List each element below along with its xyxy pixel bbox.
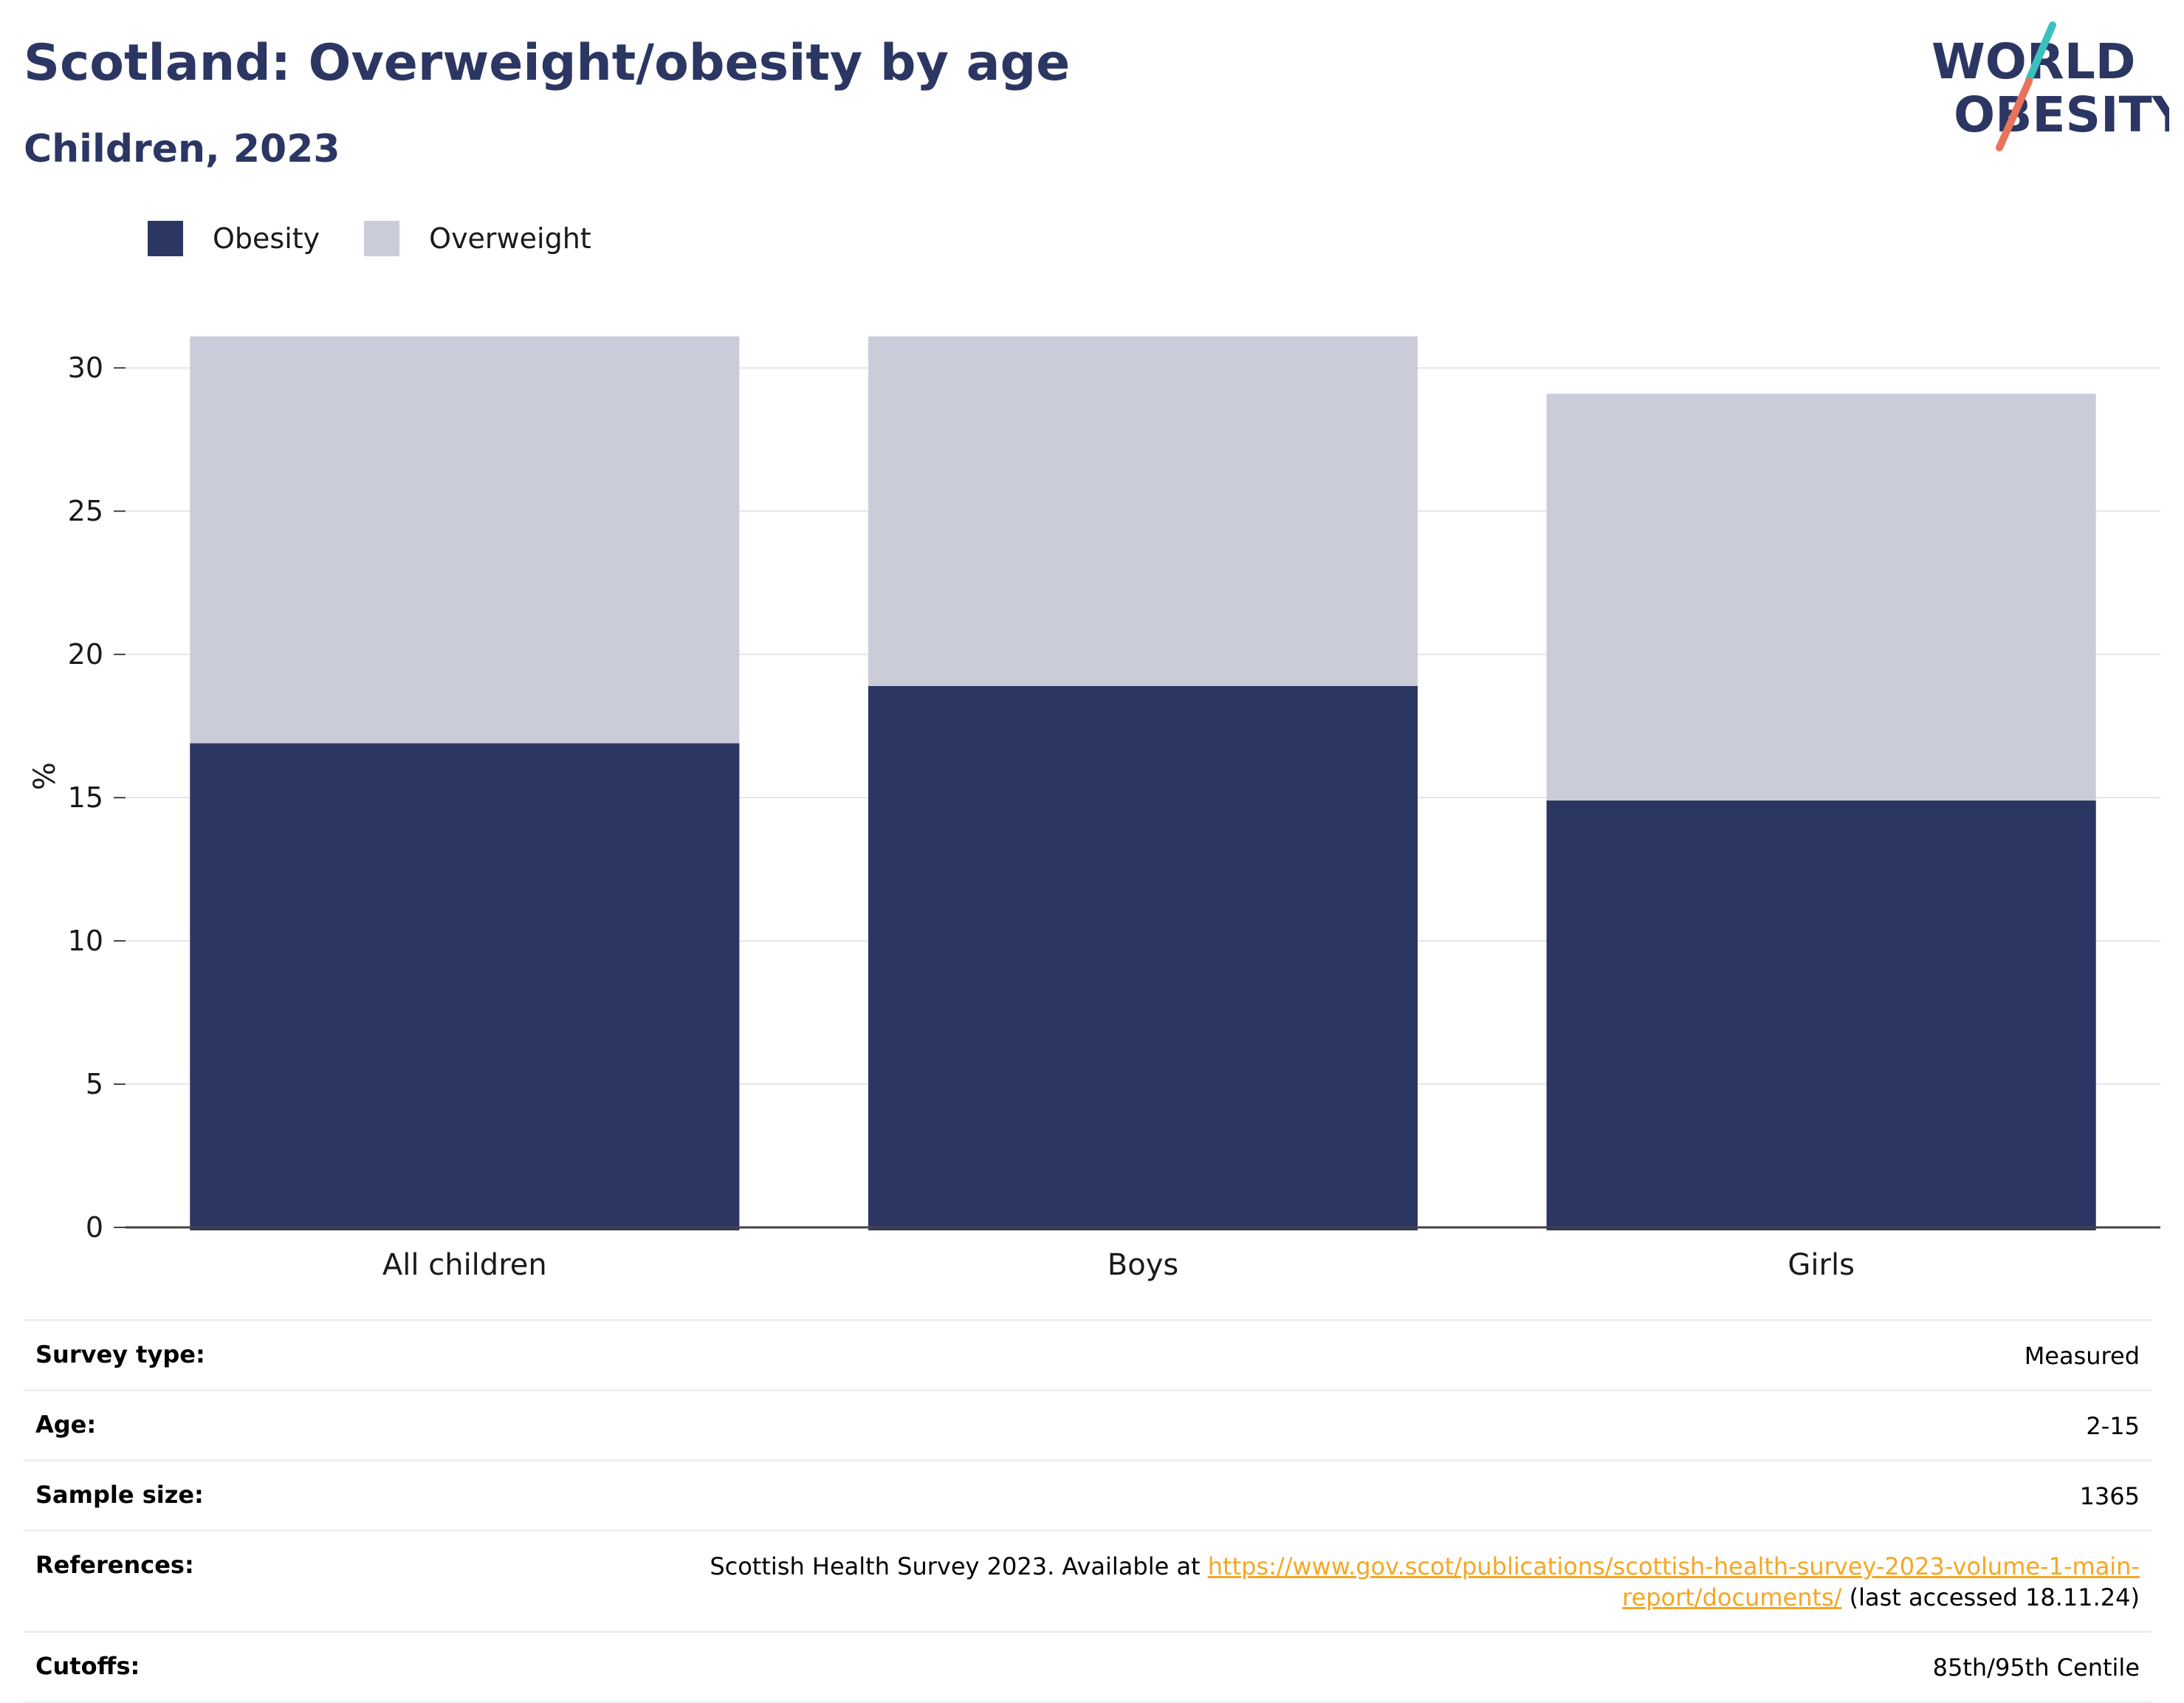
x-tick-label: Girls: [1788, 1248, 1855, 1282]
info-row-survey-type: Survey type: Measured: [24, 1319, 2152, 1389]
y-tick-label: 25: [68, 495, 103, 527]
age-label: Age:: [35, 1411, 97, 1439]
chart-legend: Obesity Overweight: [148, 219, 636, 258]
y-tick-label: 15: [68, 781, 103, 814]
sample-size-label: Sample size:: [35, 1481, 204, 1509]
logo-line-2: OBESITY: [1954, 86, 2169, 143]
info-row-references: References: Scottish Health Survey 2023.…: [24, 1529, 2152, 1631]
y-tick-label: 20: [68, 638, 103, 671]
legend-item-obesity[interactable]: Obesity: [148, 221, 320, 256]
sample-size-value: 1365: [2079, 1482, 2140, 1510]
references-link[interactable]: https://www.gov.scot/publications/scotti…: [1207, 1552, 2140, 1611]
bar-obesity-boys: [868, 685, 1418, 1230]
age-value: 2-15: [2086, 1412, 2140, 1440]
references-value: Scottish Health Survey 2023. Available a…: [710, 1551, 2140, 1613]
logo-slash-orange: [1996, 78, 2033, 151]
legend-label-obesity: Obesity: [213, 222, 320, 255]
x-tick-label: All children: [382, 1248, 547, 1282]
bar-obesity-girls: [1546, 800, 2096, 1230]
legend-swatch-obesity: [148, 221, 183, 256]
references-label: References:: [35, 1551, 194, 1579]
info-row-age: Age: 2-15: [24, 1389, 2152, 1459]
survey-type-label: Survey type:: [35, 1340, 205, 1368]
cutoffs-value: 85th/95th Centile: [1932, 1654, 2140, 1682]
legend-item-overweight[interactable]: Overweight: [364, 221, 591, 256]
legend-label-overweight: Overweight: [429, 222, 591, 255]
stacked-bar-chart: 0 5 10 15 20 25 30% All children Boys Girls: [28, 336, 2160, 1282]
y-tick-label: 5: [86, 1068, 103, 1100]
y-tick-label: 10: [68, 925, 103, 957]
references-suffix: (last accessed 18.11.24): [1841, 1583, 2140, 1611]
survey-info-table: Survey type: Measured Age: 2-15 Sample s…: [24, 1319, 2152, 1703]
world-obesity-logo: WORLD OBESITY: [1931, 21, 2169, 151]
info-row-sample-size: Sample size: 1365: [24, 1459, 2152, 1529]
y-tick-label: 30: [68, 352, 103, 384]
info-row-cutoffs: Cutoffs: 85th/95th Centile: [24, 1631, 2152, 1703]
chart-title: Scotland: Overweight/obesity by age: [24, 34, 1071, 92]
y-tick-label: 0: [86, 1211, 103, 1244]
chart-subtitle: Children, 2023: [24, 127, 340, 171]
legend-swatch-overweight: [364, 221, 400, 256]
bar-obesity-all-children: [190, 743, 740, 1230]
bar-overweight-all-children: [190, 336, 740, 744]
y-axis-label: %: [28, 762, 62, 790]
x-tick-label: Boys: [1108, 1248, 1178, 1282]
logo-slash-teal: [2025, 21, 2056, 83]
bar-overweight-girls: [1546, 394, 2096, 801]
references-prefix: Scottish Health Survey 2023. Available a…: [710, 1552, 1208, 1580]
cutoffs-label: Cutoffs:: [35, 1652, 140, 1680]
survey-type-value: Measured: [2024, 1342, 2140, 1370]
bar-overweight-boys: [868, 336, 1418, 686]
